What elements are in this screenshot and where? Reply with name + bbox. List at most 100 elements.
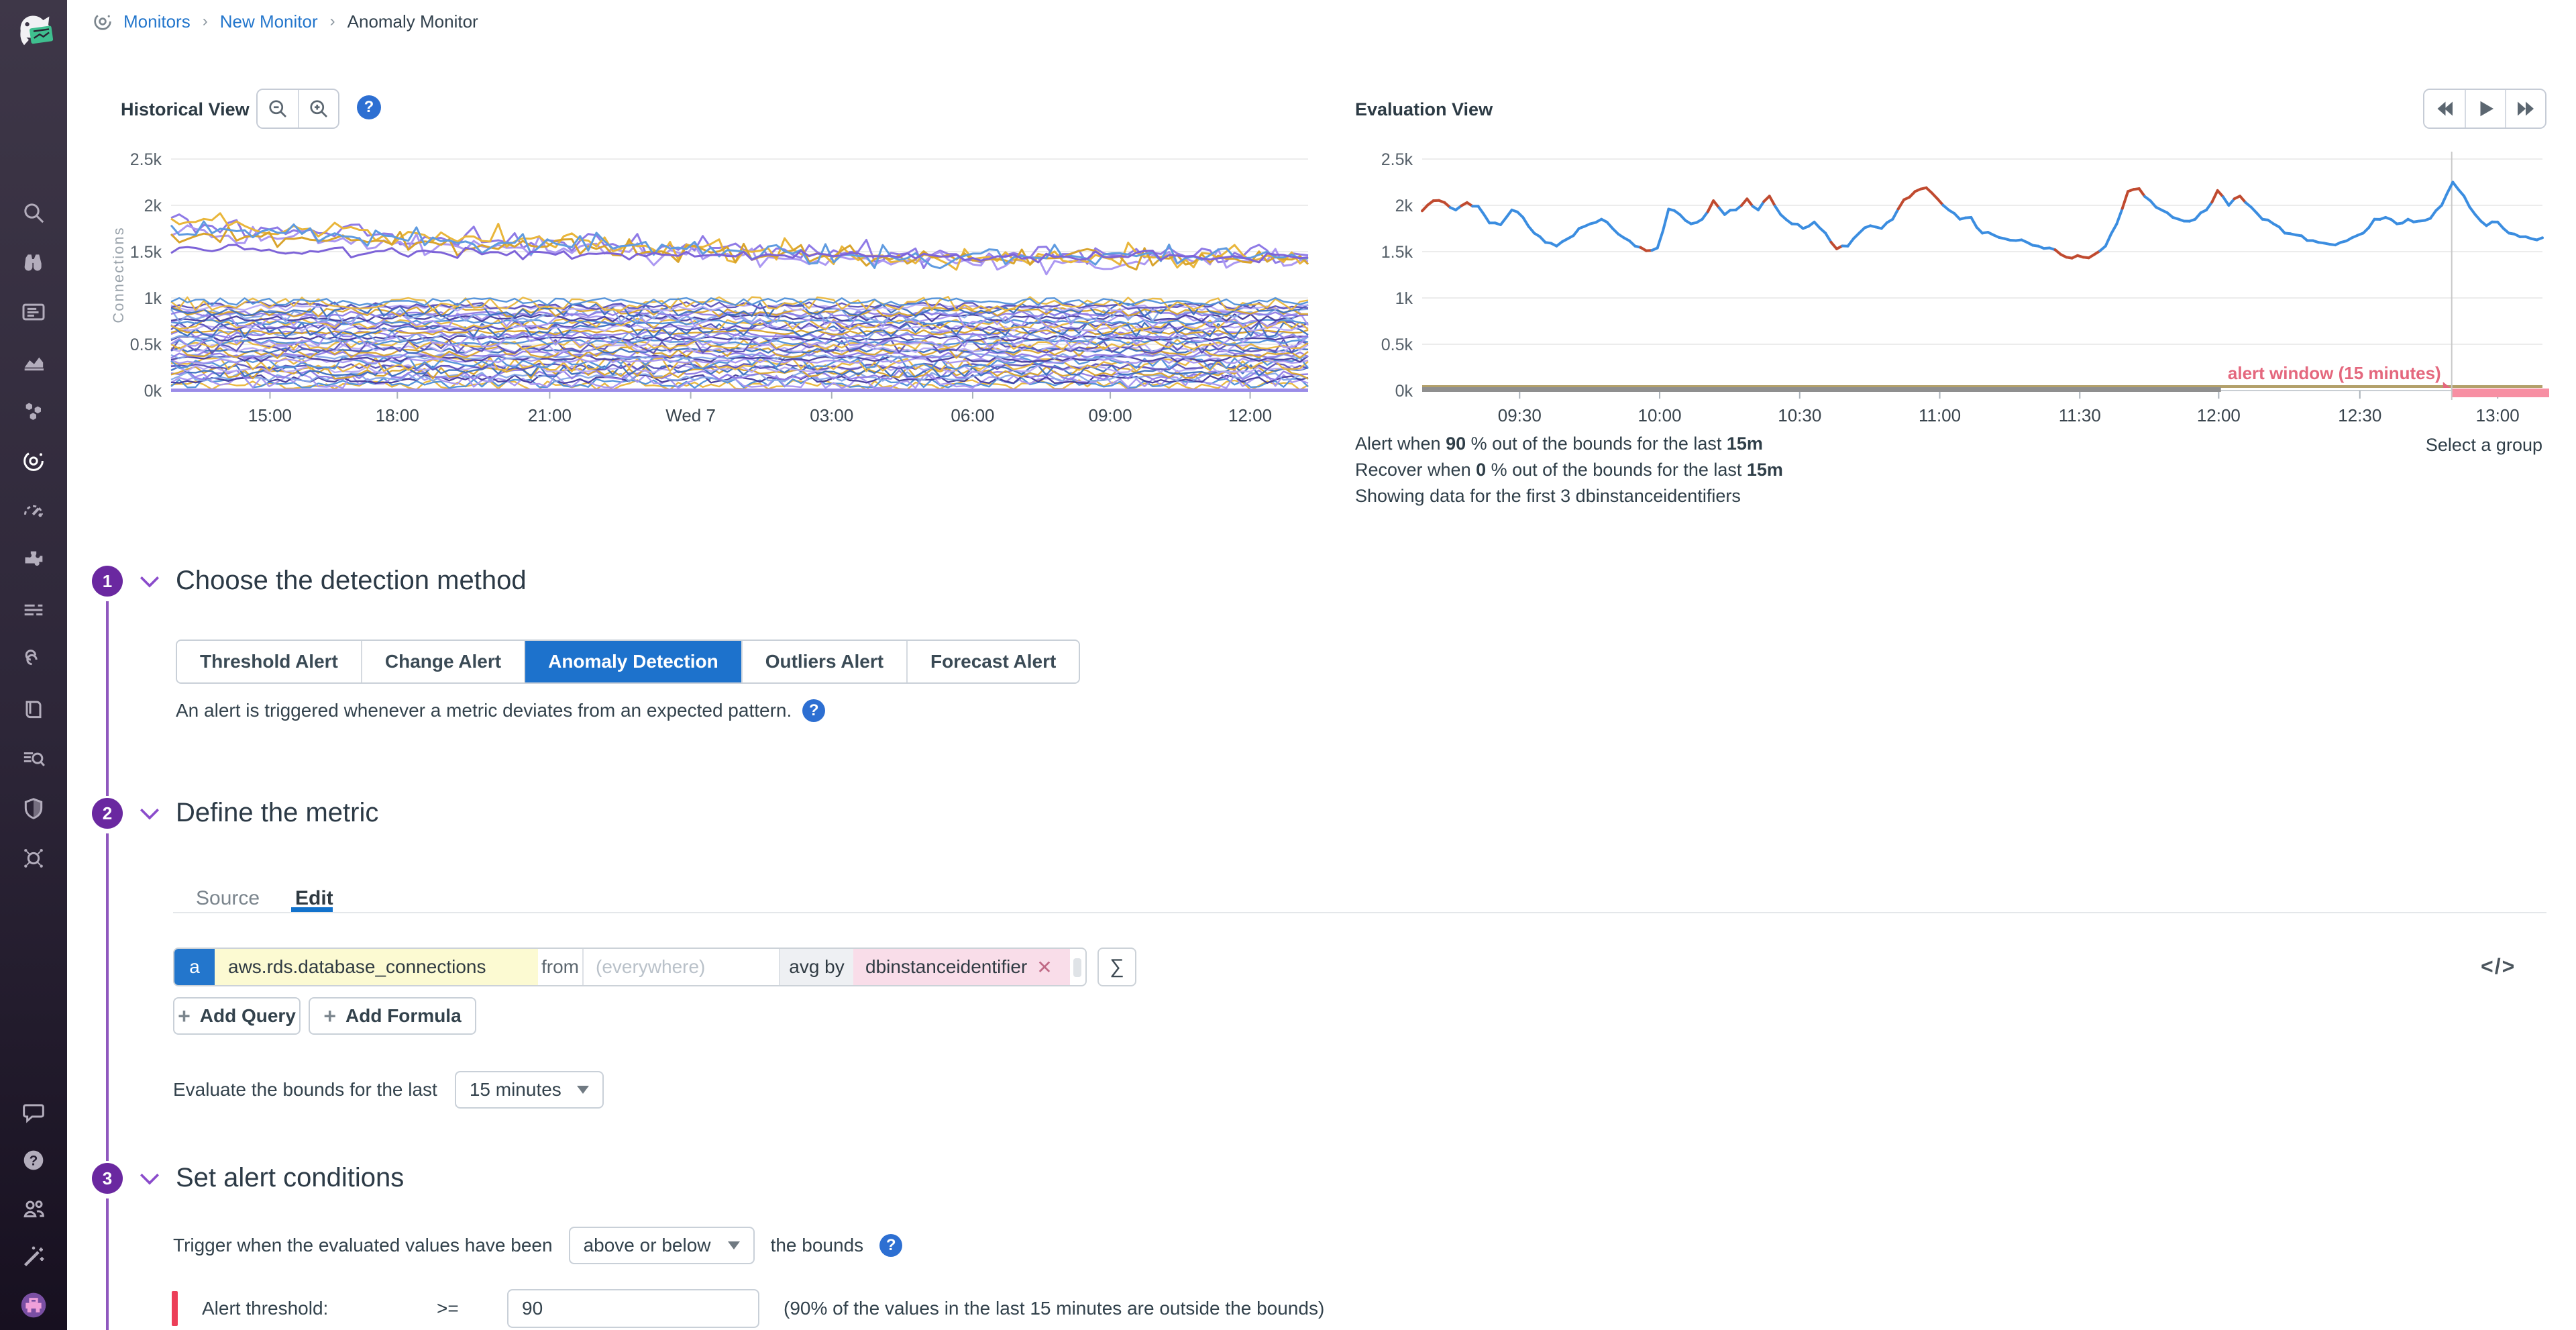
historical-view-title: Historical View	[121, 99, 250, 119]
trigger-direction-dropdown[interactable]: above or below	[568, 1227, 755, 1264]
svg-text:09:00: 09:00	[1089, 405, 1132, 425]
chevron-down-icon[interactable]	[138, 574, 161, 591]
add-query-button[interactable]: + Add Query	[173, 997, 301, 1035]
historical-help-icon[interactable]: ?	[357, 95, 381, 119]
watchdog-icon[interactable]	[18, 247, 49, 278]
showing-data-note: Showing data for the first 3 dbinstancei…	[1355, 486, 1741, 506]
aggregation-label[interactable]: avg by	[780, 949, 853, 985]
evaluation-summary: Alert when 90 % out of the bounds for th…	[1355, 431, 1783, 509]
log-pipelines-icon[interactable]	[18, 595, 49, 625]
section-2-title: Define the metric	[176, 798, 379, 827]
detection-description-row: An alert is triggered whenever a metric …	[176, 699, 826, 722]
user-avatar-icon[interactable]	[18, 1290, 49, 1321]
metric-name-field[interactable]: aws.rds.database_connections	[215, 949, 538, 985]
method-outliers-alert[interactable]: Outliers Alert	[741, 641, 907, 682]
svg-text:2.5k: 2.5k	[130, 150, 162, 169]
detection-help-icon[interactable]: ?	[802, 699, 826, 722]
tab-edit[interactable]: Edit	[295, 887, 333, 909]
formula-functions-button[interactable]: ∑	[1097, 948, 1136, 986]
skip-back-button[interactable]	[2424, 90, 2465, 127]
historical-chart-svg[interactable]: 0k 0.5k 1k 1.5k 2k 2.5k 15:00 18:00 21:00 Wed 7 03…	[107, 149, 1315, 425]
query-resize-handle[interactable]	[1073, 958, 1081, 977]
remove-group-icon[interactable]: ✕	[1036, 956, 1053, 978]
svg-text:2k: 2k	[1395, 197, 1413, 215]
chevron-down-icon[interactable]	[138, 807, 161, 823]
recover-condition-summary: Recover when 0 % out of the bounds for t…	[1355, 460, 1783, 480]
evaluation-window-dropdown[interactable]: 15 minutes	[454, 1071, 604, 1109]
monitors-icon[interactable]	[18, 446, 49, 476]
svg-text:12:00: 12:00	[2197, 405, 2241, 425]
breadcrumb-separator: ›	[329, 12, 335, 30]
chevron-down-icon[interactable]	[138, 1172, 161, 1188]
svg-text:09:30: 09:30	[1498, 405, 1542, 425]
svg-text:2.5k: 2.5k	[1381, 150, 1413, 169]
zoom-out-button[interactable]	[258, 90, 298, 127]
method-anomaly-detection[interactable]: Anomaly Detection	[524, 641, 741, 682]
evaluation-window-row: Evaluate the bounds for the last 15 minu…	[173, 1071, 604, 1109]
organization-icon[interactable]	[18, 1193, 49, 1224]
evaluation-chart-svg[interactable]: 0k 0.5k 1k 1.5k 2k 2.5k 09:30 10:00 10:30 11:00 11…	[1358, 149, 2566, 425]
svg-text:1k: 1k	[1395, 289, 1413, 308]
monitors-icon	[91, 10, 114, 33]
zoom-in-button[interactable]	[298, 90, 338, 127]
query-editor: a aws.rds.database_connections from (eve…	[173, 948, 1087, 986]
caret-down-icon	[727, 1241, 740, 1249]
synthetics-icon[interactable]	[18, 843, 49, 874]
method-change-alert[interactable]: Change Alert	[360, 641, 525, 682]
code-view-toggle[interactable]: </>	[2481, 954, 2516, 978]
select-a-group-link[interactable]: Select a group	[2425, 435, 2542, 455]
scope-field[interactable]: (everywhere)	[582, 949, 780, 985]
method-forecast-alert[interactable]: Forecast Alert	[906, 641, 1079, 682]
skip-forward-button[interactable]	[2505, 90, 2545, 127]
search-icon[interactable]	[18, 197, 49, 228]
group-by-field[interactable]: dbinstanceidentifier ✕	[853, 949, 1070, 985]
security-icon[interactable]	[18, 793, 49, 824]
log-explorer-icon[interactable]	[18, 744, 49, 774]
breadcrumb-monitors[interactable]: Monitors	[123, 11, 191, 32]
integrations-icon[interactable]	[18, 545, 49, 576]
svg-text:1k: 1k	[144, 289, 162, 308]
svg-text:11:00: 11:00	[1919, 405, 1961, 425]
trigger-label: Trigger when the evaluated values have b…	[173, 1235, 553, 1256]
notebooks-icon[interactable]	[18, 694, 49, 725]
chat-icon[interactable]	[18, 1096, 49, 1127]
bounds-help-icon[interactable]: ?	[879, 1234, 903, 1257]
section-2-badge: 2	[92, 798, 123, 829]
active-tab-underline	[291, 907, 333, 913]
service-map-icon[interactable]	[18, 644, 49, 675]
svg-text:11:30: 11:30	[2059, 405, 2101, 425]
svg-text:?: ?	[30, 1153, 38, 1168]
infrastructure-icon[interactable]	[18, 396, 49, 427]
svg-text:03:00: 03:00	[810, 405, 853, 425]
method-threshold-alert[interactable]: Threshold Alert	[177, 641, 361, 682]
caret-down-icon	[576, 1086, 589, 1094]
group-by-tag: dbinstanceidentifier	[865, 956, 1028, 977]
svg-text:1.5k: 1.5k	[130, 243, 162, 262]
alert-threshold-row: Alert threshold: >= (90% of the values i…	[172, 1289, 1324, 1328]
svg-text:12:00: 12:00	[1228, 405, 1272, 425]
dashboards-icon[interactable]	[18, 297, 49, 327]
query-letter-badge[interactable]: a	[174, 949, 215, 985]
metrics-icon[interactable]	[18, 346, 49, 377]
section-connector	[106, 833, 109, 1161]
svg-text:Wed 7: Wed 7	[665, 405, 716, 425]
help-icon[interactable]: ?	[18, 1145, 49, 1176]
play-button[interactable]	[2465, 90, 2505, 127]
svg-text:0k: 0k	[144, 382, 162, 401]
tab-source[interactable]: Source	[196, 887, 260, 909]
threshold-value-input[interactable]	[507, 1289, 759, 1328]
apm-icon[interactable]	[18, 495, 49, 526]
plus-icon: +	[178, 1004, 191, 1028]
detection-description: An alert is triggered whenever a metric …	[176, 700, 792, 721]
svg-text:1.5k: 1.5k	[1381, 243, 1413, 262]
tab-divider	[173, 912, 2546, 913]
setup-wand-icon[interactable]	[18, 1241, 49, 1272]
datadog-logo-icon[interactable]	[5, 4, 62, 66]
section-1-badge: 1	[92, 566, 123, 597]
alert-condition-summary: Alert when 90 % out of the bounds for th…	[1355, 433, 1763, 454]
add-formula-button[interactable]: + Add Formula	[309, 997, 476, 1035]
breadcrumb-new-monitor[interactable]: New Monitor	[219, 11, 318, 32]
detection-method-group: Threshold Alert Change Alert Anomaly Detec…	[176, 640, 1081, 684]
svg-text:2k: 2k	[144, 197, 162, 215]
svg-text:0.5k: 0.5k	[1381, 336, 1413, 354]
